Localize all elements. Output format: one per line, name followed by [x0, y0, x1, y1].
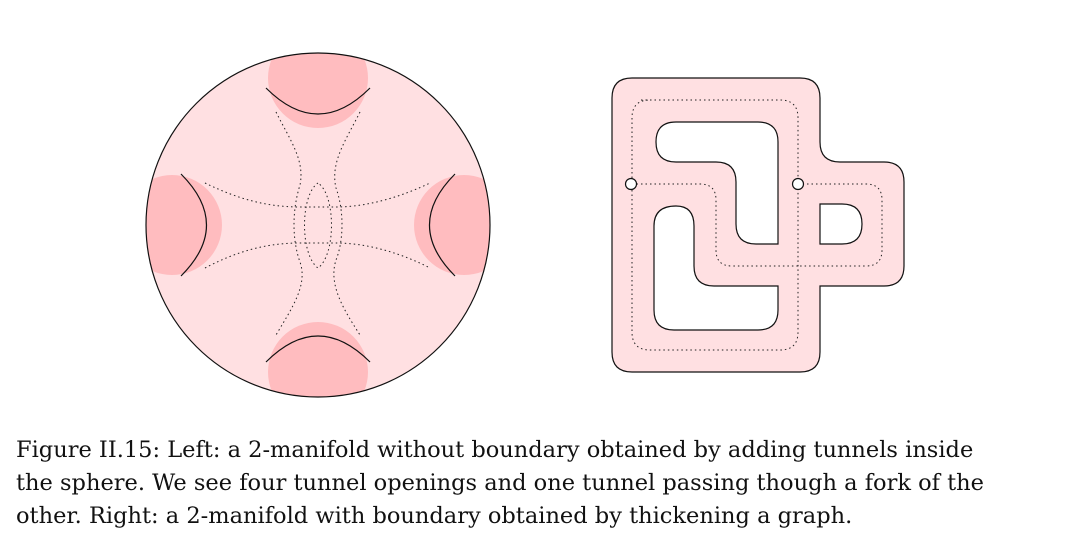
sphere-outline: [145, 52, 491, 398]
opening-rim-top: [265, 87, 371, 115]
opening-rim-right: [428, 173, 456, 277]
sphere-disk: [146, 53, 490, 397]
opening-rim-bottom: [265, 335, 371, 363]
graph-vertex-left: [624, 177, 638, 191]
thickened-graph: [611, 77, 905, 373]
figure-illustration: [145, 52, 905, 398]
caption-line: Figure II.15: Left: a 2-manifold without…: [16, 437, 974, 463]
graph-core-dotted: [631, 99, 883, 351]
tunnel-dotted-lines: [204, 111, 431, 336]
tunnel-opening-top: [268, 53, 368, 128]
band-surface: [611, 77, 905, 373]
tunnel-opening-bottom: [268, 322, 368, 397]
sphere-with-tunnels: [145, 52, 491, 398]
figure-caption: Figure II.15: Left: a 2-manifold without…: [16, 434, 1076, 533]
caption-line: other. Right: a 2-manifold with boundary…: [16, 503, 853, 529]
graph-vertex-right: [791, 177, 805, 191]
opening-rim-left: [180, 173, 208, 277]
caption-line: the sphere. We see four tunnel openings …: [16, 470, 984, 496]
